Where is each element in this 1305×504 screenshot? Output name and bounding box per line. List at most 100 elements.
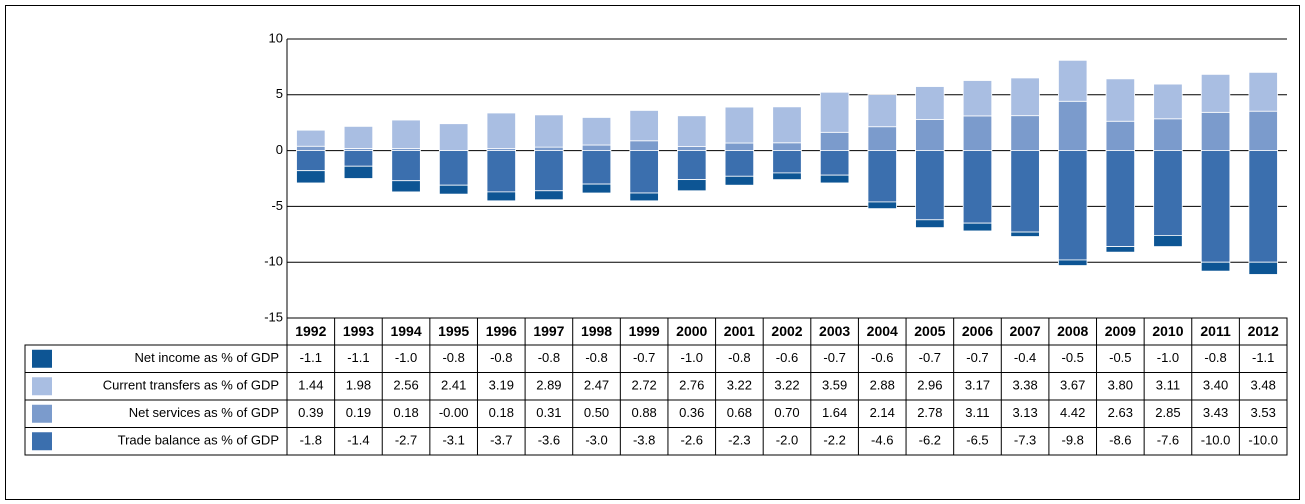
- value-label: -0.5: [1109, 350, 1131, 365]
- bar: [915, 150, 945, 221]
- value-label: -3.0: [585, 433, 607, 448]
- x-tick-label: 2011: [1200, 323, 1231, 339]
- bar: [629, 150, 659, 194]
- bar: [915, 86, 945, 120]
- bar: [1058, 59, 1088, 102]
- bar: [296, 129, 326, 147]
- value-label: 1.44: [298, 378, 323, 393]
- x-tick-label: 1993: [343, 323, 374, 339]
- x-tick-label: 1995: [438, 323, 469, 339]
- value-label: -1.8: [300, 433, 322, 448]
- value-label: -10.0: [1201, 433, 1231, 448]
- value-label: 1.98: [346, 378, 371, 393]
- legend-label: Net services as % of GDP: [129, 405, 279, 420]
- x-tick-label: 1999: [629, 323, 660, 339]
- bar: [296, 150, 326, 172]
- value-label: 2.78: [917, 405, 942, 420]
- bar: [343, 125, 374, 149]
- bar: [962, 80, 993, 117]
- bar: [867, 201, 897, 210]
- value-label: -1.1: [347, 350, 369, 365]
- bar: [677, 150, 707, 181]
- bar: [867, 94, 897, 128]
- value-label: -8.6: [1109, 433, 1131, 448]
- value-label: -1.0: [681, 350, 703, 365]
- bar: [343, 165, 374, 179]
- value-label: 3.11: [1156, 378, 1180, 393]
- value-label: 2.63: [1108, 405, 1133, 420]
- value-label: -1.0: [395, 350, 417, 365]
- value-label: -3.1: [442, 433, 464, 448]
- value-label: -7.6: [1157, 433, 1179, 448]
- bar: [1200, 73, 1231, 113]
- bar: [1010, 77, 1040, 117]
- bar: [1010, 231, 1040, 237]
- bar: [1200, 261, 1231, 272]
- x-tick-label: 2010: [1152, 323, 1183, 339]
- value-label: -9.8: [1062, 433, 1084, 448]
- value-label: -2.0: [776, 433, 798, 448]
- value-label: -0.7: [633, 350, 655, 365]
- bar: [915, 119, 945, 152]
- value-label: 3.13: [1012, 405, 1037, 420]
- value-label: 0.36: [679, 405, 704, 420]
- bar: [486, 150, 516, 193]
- value-label: 0.88: [631, 405, 656, 420]
- value-label: 3.53: [1251, 405, 1276, 420]
- value-label: 0.31: [536, 405, 561, 420]
- value-label: -4.6: [871, 433, 893, 448]
- bar: [1010, 115, 1040, 151]
- value-label: 2.14: [870, 405, 895, 420]
- x-tick-label: 1998: [581, 323, 612, 339]
- y-tick-label: 10: [269, 30, 283, 45]
- bar: [1248, 71, 1278, 112]
- bar: [438, 150, 469, 186]
- bar: [1058, 100, 1088, 151]
- value-label: 2.41: [441, 378, 466, 393]
- x-tick-label: 2007: [1010, 323, 1041, 339]
- x-tick-label: 2008: [1057, 323, 1088, 339]
- bar: [1200, 150, 1231, 263]
- bar: [1105, 150, 1136, 247]
- y-tick-label: 5: [276, 86, 283, 101]
- value-label: 1.64: [822, 405, 847, 420]
- value-label: 3.38: [1012, 378, 1037, 393]
- bar: [819, 150, 850, 176]
- frame: [5, 5, 1300, 500]
- bar: [1153, 150, 1183, 236]
- y-tick-label: 0: [276, 142, 283, 157]
- value-label: 2.56: [393, 378, 418, 393]
- bar: [629, 192, 659, 202]
- bar: [534, 150, 564, 192]
- value-label: 3.19: [489, 378, 514, 393]
- bar: [438, 123, 469, 151]
- value-label: -6.5: [966, 433, 988, 448]
- value-label: 3.59: [822, 378, 847, 393]
- value-label: 3.40: [1203, 378, 1228, 393]
- value-label: 2.72: [631, 378, 656, 393]
- bar: [677, 179, 707, 192]
- value-label: 2.76: [679, 378, 704, 393]
- value-label: 2.47: [584, 378, 609, 393]
- bar: [1105, 246, 1136, 253]
- value-label: 0.39: [298, 405, 323, 420]
- bar: [1153, 118, 1183, 151]
- value-label: -0.6: [776, 350, 798, 365]
- bar: [772, 106, 802, 144]
- bar: [819, 91, 850, 133]
- value-label: 2.85: [1155, 405, 1180, 420]
- value-label: -2.7: [395, 433, 417, 448]
- legend-swatch: [32, 377, 52, 396]
- bar: [1010, 150, 1040, 233]
- x-tick-label: 1994: [390, 323, 421, 339]
- y-tick-label: -10: [264, 254, 283, 269]
- bar: [1105, 78, 1136, 122]
- value-label: -6.2: [919, 433, 941, 448]
- x-tick-label: 2002: [771, 323, 802, 339]
- x-tick-label: 1996: [486, 323, 517, 339]
- x-tick-label: 2005: [914, 323, 945, 339]
- value-label: 2.96: [917, 378, 942, 393]
- value-label: 3.67: [1060, 378, 1085, 393]
- bar: [534, 190, 564, 201]
- bar: [819, 131, 850, 152]
